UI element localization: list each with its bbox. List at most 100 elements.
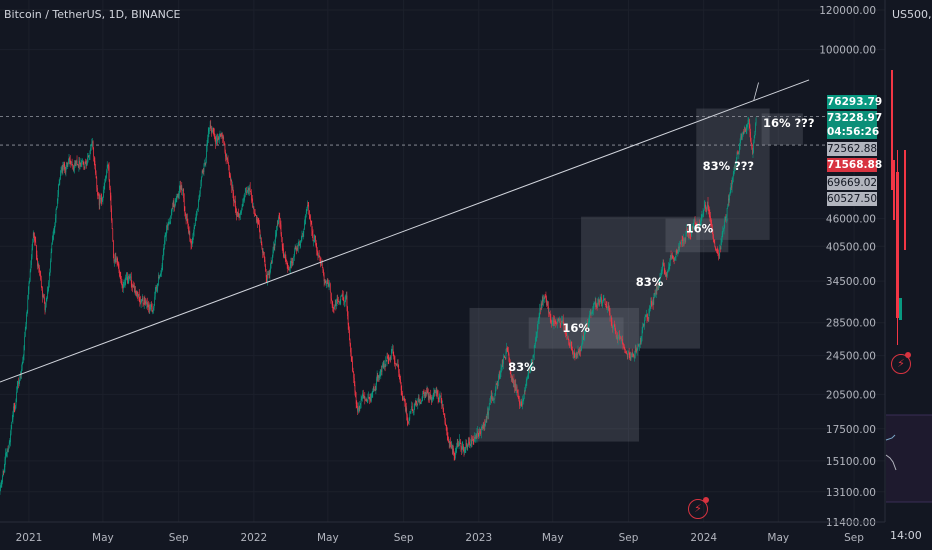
candle-body <box>519 400 520 404</box>
candle-body <box>294 247 296 252</box>
candle-body <box>617 336 619 340</box>
candle-body <box>402 392 403 400</box>
candle-body <box>394 361 396 364</box>
candle-body <box>531 360 533 364</box>
candle-body <box>443 414 445 418</box>
candle-body <box>293 256 295 257</box>
candle-body <box>257 222 259 224</box>
candle-body <box>686 229 688 231</box>
candle-body <box>602 300 604 301</box>
candle-body <box>599 298 601 303</box>
candle-body <box>472 439 473 441</box>
candle-body <box>146 301 148 308</box>
candle-body <box>666 273 668 277</box>
y-tick-label: 24500.00 <box>826 351 876 363</box>
candle-body <box>625 352 627 354</box>
candle-body <box>332 305 334 308</box>
candle-body <box>640 340 642 343</box>
candle-body <box>615 333 617 337</box>
candle-body <box>158 277 160 278</box>
candle-body <box>353 377 355 385</box>
price-tag-level1: 72562.88 <box>827 142 878 156</box>
candle-body <box>591 313 592 315</box>
candle-body <box>658 284 660 286</box>
candle-body <box>639 340 641 345</box>
candle-body <box>147 304 149 308</box>
candle-body <box>737 152 738 154</box>
candle-body <box>10 428 12 434</box>
lightning-icon[interactable]: ⚡ <box>688 499 708 519</box>
candle-body <box>471 439 473 444</box>
candle-body <box>729 191 731 195</box>
candle-body <box>721 238 722 243</box>
candle-body <box>161 270 162 274</box>
candle-body <box>573 352 575 354</box>
candle-body <box>307 205 309 206</box>
candle-body <box>590 312 592 314</box>
candle-body <box>631 353 632 358</box>
candle-body <box>173 201 175 206</box>
candle-body <box>247 190 249 192</box>
candle-body <box>666 271 668 277</box>
candle-body <box>476 433 478 438</box>
candle-body <box>360 403 361 406</box>
candle-body <box>549 311 550 315</box>
symbol-title[interactable]: Bitcoin / TetherUS, 1D, BINANCE <box>4 8 181 21</box>
candle-body <box>42 296 44 298</box>
candle-body <box>630 357 632 360</box>
candle-body <box>687 234 689 237</box>
candle-body <box>500 372 501 379</box>
candle-body <box>313 237 315 241</box>
candle-body <box>609 313 611 317</box>
candle-body <box>347 306 348 317</box>
candle-body <box>495 384 497 390</box>
candle-body <box>80 165 82 166</box>
candle-body <box>245 191 247 193</box>
candle-body <box>428 396 430 398</box>
candle-body <box>420 402 422 404</box>
candle-body <box>752 152 754 154</box>
candle-body <box>29 280 30 283</box>
candle-body <box>470 440 472 445</box>
candle-body <box>421 397 423 401</box>
candle-body <box>236 212 237 217</box>
candle-body <box>434 391 436 393</box>
candle-body <box>322 267 324 271</box>
candle-body <box>414 403 416 409</box>
candle-body <box>177 193 178 198</box>
candle-body <box>719 248 721 250</box>
candle-body <box>212 130 213 132</box>
candle-body <box>745 129 747 132</box>
candle-body <box>63 163 64 168</box>
candle-body <box>610 315 612 322</box>
candle-body <box>710 221 712 223</box>
candle-body <box>711 222 713 227</box>
candle-body <box>390 353 392 359</box>
candle-body <box>445 425 447 427</box>
y-tick-label: 13100.00 <box>826 487 876 499</box>
candle-body <box>89 150 91 156</box>
candle-body <box>596 304 597 308</box>
candle-body <box>481 426 483 430</box>
lightning-icon[interactable]: ⚡ <box>891 354 911 374</box>
candle-body <box>376 378 377 385</box>
candle-body <box>624 348 626 353</box>
candle-body <box>105 177 107 180</box>
price-axis: 120000.00 100000.00 46000.00 40500.00 34500.… <box>819 5 876 529</box>
candle-body <box>159 275 161 277</box>
candle-body <box>138 293 140 300</box>
candle-body <box>466 444 468 449</box>
candle-body <box>205 157 207 165</box>
candle-body <box>513 379 515 385</box>
candle-body <box>323 270 324 276</box>
candle-body <box>113 240 114 255</box>
candle-body <box>152 310 154 313</box>
candle-body <box>655 292 656 294</box>
candle-body <box>351 356 353 362</box>
candle-body <box>221 134 223 137</box>
candle-body <box>206 150 207 158</box>
candle-body <box>311 224 313 232</box>
candle-body <box>94 160 96 169</box>
candle-body <box>742 132 744 135</box>
